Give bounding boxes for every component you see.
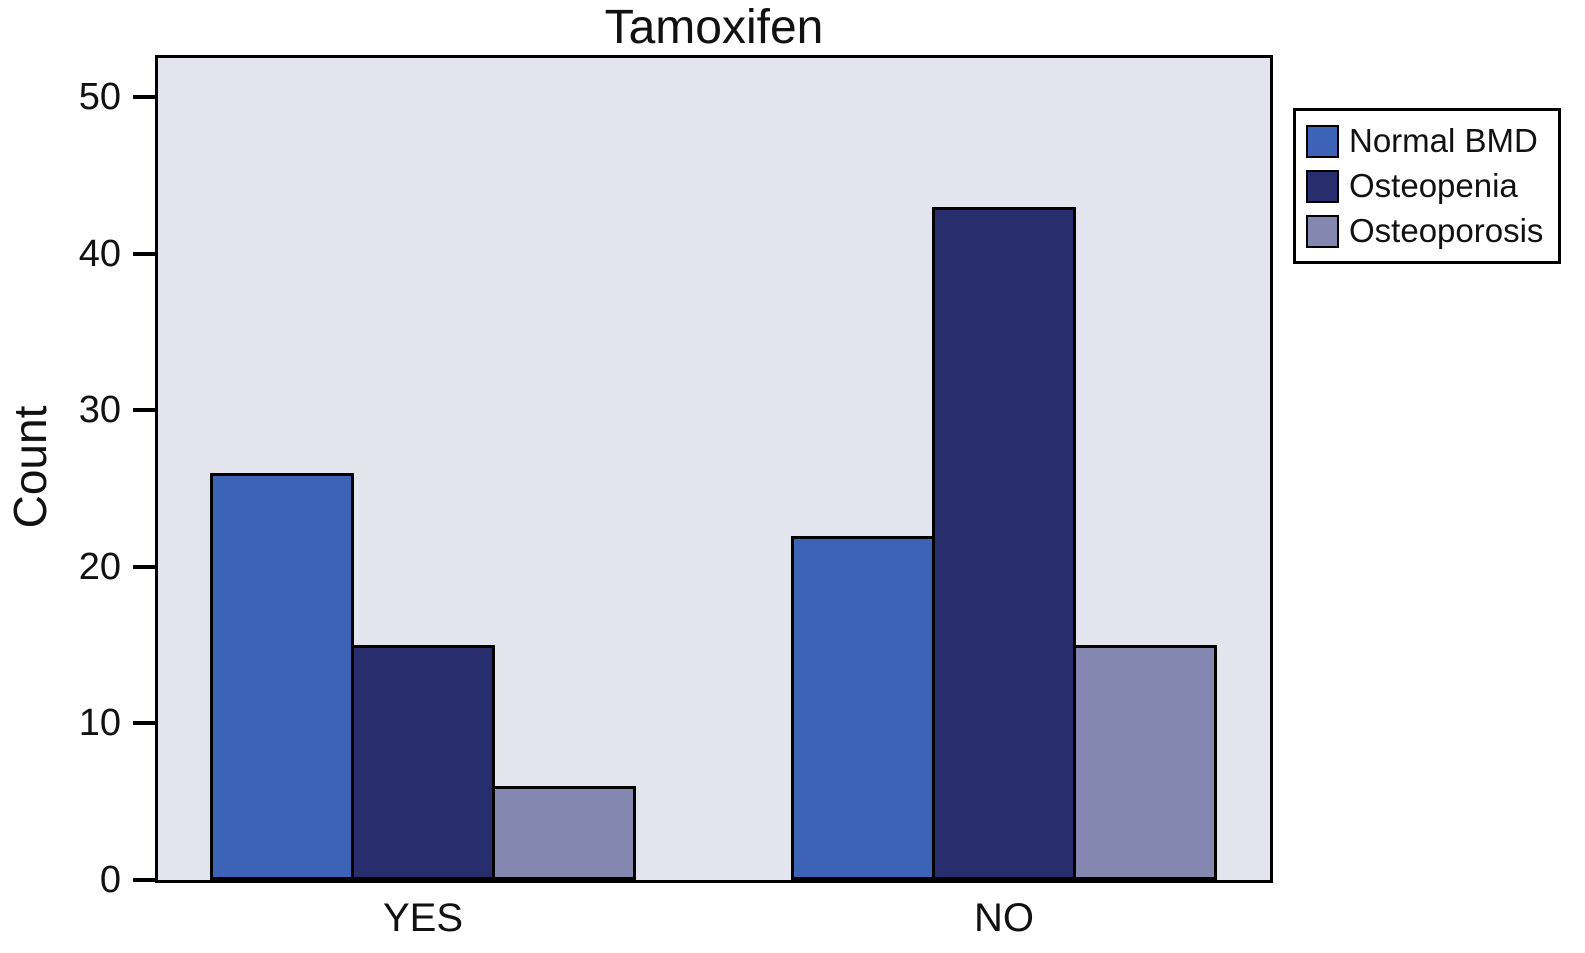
legend-swatch-icon <box>1306 124 1339 158</box>
y-tick-label: 0 <box>99 859 121 901</box>
legend-label: Osteopenia <box>1349 167 1518 204</box>
bar-osteopenia-yes <box>351 645 495 880</box>
legend: Normal BMD Osteopenia Osteoporosis <box>1293 108 1561 264</box>
bar-group-yes <box>210 473 636 880</box>
bar-normal-bmd-no <box>791 536 935 880</box>
y-tick-mark <box>133 95 155 100</box>
y-tick-label: 40 <box>78 232 121 275</box>
legend-item-osteoporosis: Osteoporosis <box>1306 213 1548 249</box>
bar-osteoporosis-yes <box>492 786 636 880</box>
y-tick-label: 20 <box>78 545 121 588</box>
bar-osteoporosis-no <box>1073 645 1217 880</box>
bar-group-no <box>791 207 1217 880</box>
y-tick-mark <box>133 878 155 882</box>
y-tick-mark <box>133 408 155 413</box>
chart-title: Tamoxifen <box>604 1 824 54</box>
legend-label: Osteoporosis <box>1349 212 1544 249</box>
y-tick-mark <box>133 564 155 569</box>
y-tick-label: 30 <box>78 389 121 432</box>
y-tick-mark <box>133 721 155 726</box>
plot-area <box>155 55 1273 883</box>
bar-normal-bmd-yes <box>210 473 354 880</box>
y-axis: 0 10 20 30 40 50 <box>0 55 155 900</box>
y-tick-mark <box>133 251 155 256</box>
legend-swatch-icon <box>1306 169 1339 203</box>
y-tick-label: 50 <box>78 76 121 119</box>
bar-osteopenia-no <box>932 207 1076 880</box>
legend-item-osteopenia: Osteopenia <box>1306 168 1548 204</box>
y-tick-label: 10 <box>78 702 121 745</box>
legend-label: Normal BMD <box>1349 122 1538 159</box>
legend-swatch-icon <box>1306 214 1339 248</box>
x-tick-label-yes: YES <box>382 896 464 940</box>
x-tick-label-no: NO <box>974 896 1034 940</box>
legend-item-normal-bmd: Normal BMD <box>1306 123 1548 159</box>
